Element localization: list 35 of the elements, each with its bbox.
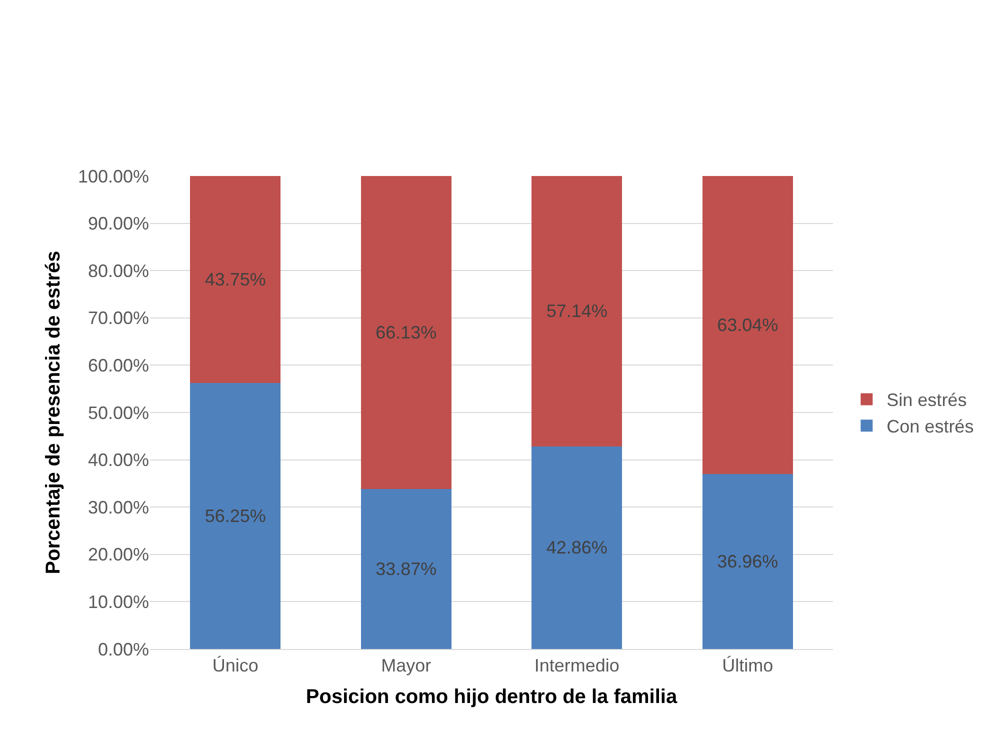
x-axis-title: Posicion como hijo dentro de la familia — [306, 686, 678, 708]
data-label: 57.14% — [546, 301, 608, 322]
legend-label: Sin estrés — [886, 390, 967, 410]
data-label: 36.96% — [717, 552, 778, 572]
y-tick-label: 100.00% — [78, 166, 149, 186]
bar — [190, 176, 281, 383]
y-tick-label: 30.00% — [88, 497, 149, 518]
data-label: 56.25% — [204, 506, 266, 526]
x-tick-label: Mayor — [381, 656, 432, 676]
data-label: 66.13% — [376, 322, 437, 342]
bar — [702, 474, 793, 649]
y-tick-label: 40.00% — [88, 450, 149, 470]
legend-label: Con estrés — [886, 416, 974, 437]
bar — [702, 176, 793, 474]
data-label: 33.87% — [376, 558, 437, 579]
data-label: 63.04% — [717, 315, 778, 336]
bar — [360, 488, 452, 649]
y-tick-label: 80.00% — [88, 260, 149, 281]
y-axis-title: Porcentaje de presencia de estrés — [42, 250, 64, 574]
data-label: 43.75% — [204, 269, 266, 290]
bar — [360, 176, 452, 489]
y-tick-label: 0.00% — [98, 639, 149, 660]
y-tick-label: 10.00% — [88, 592, 149, 612]
y-tick-label: 20.00% — [88, 544, 149, 565]
x-tick-label: Intermedio — [534, 656, 620, 676]
bar — [532, 176, 622, 446]
bar — [532, 446, 622, 649]
x-tick-label: Único — [212, 656, 258, 676]
y-tick-label: 90.00% — [88, 214, 149, 234]
y-tick-label: 50.00% — [88, 402, 149, 423]
y-tick-label: 60.00% — [88, 356, 149, 376]
x-tick-label: Último — [722, 656, 774, 676]
bar — [190, 382, 281, 649]
y-tick-label: 70.00% — [88, 308, 149, 328]
data-label: 42.86% — [546, 538, 608, 558]
